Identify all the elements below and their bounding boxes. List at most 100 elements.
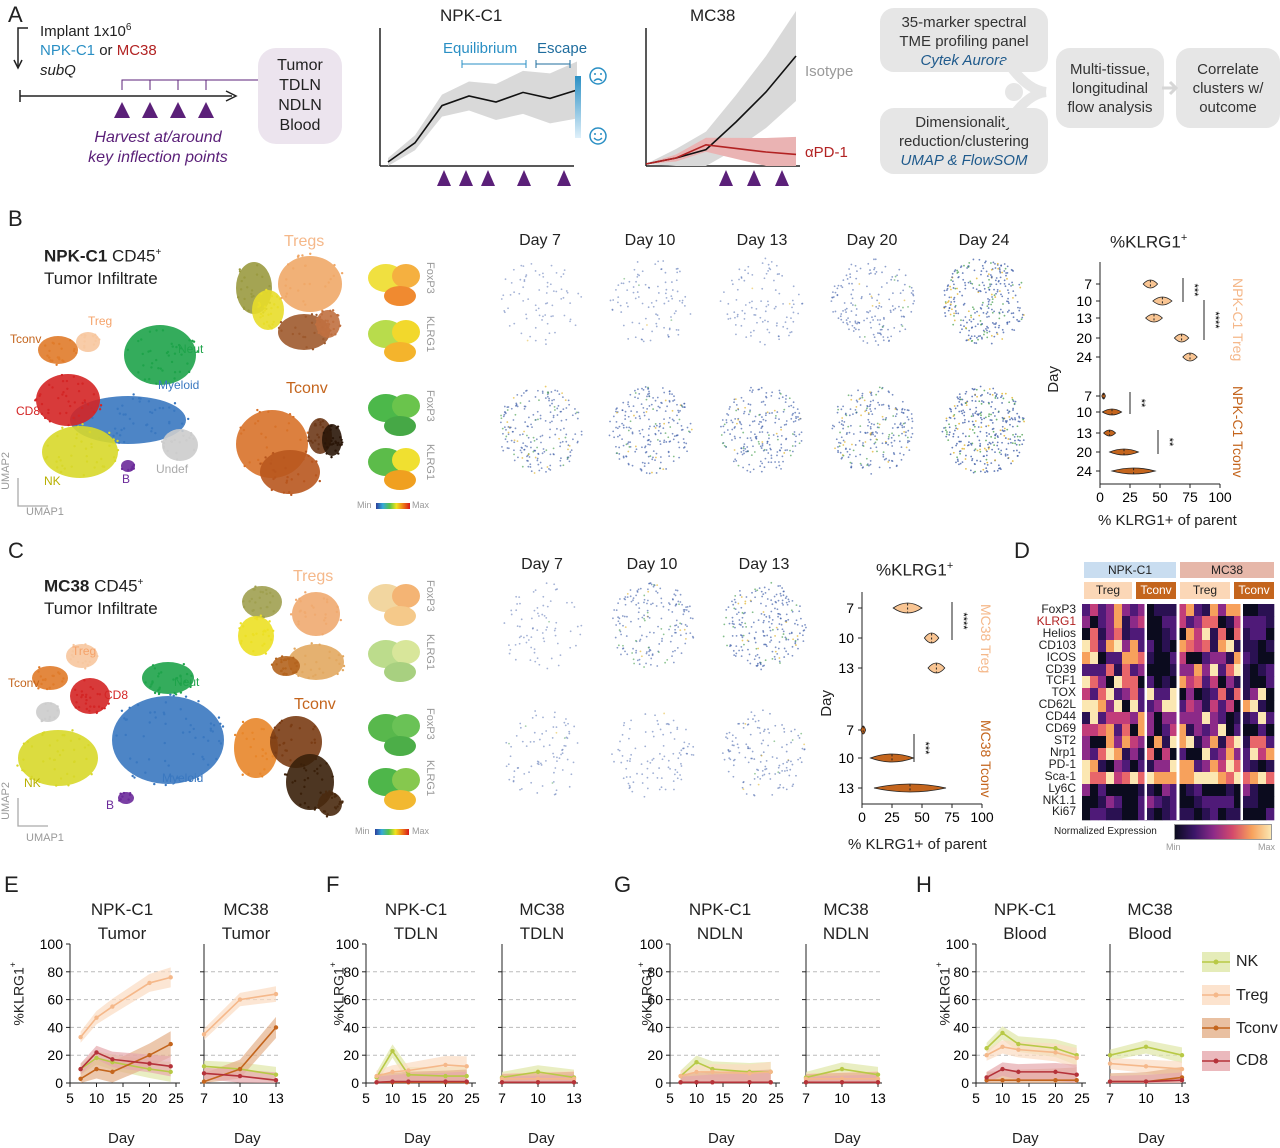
b-umap1-label: UMAP1: [26, 506, 64, 518]
d-heatmap-cell: [1162, 736, 1171, 749]
npk-harvest-marker-3: [517, 170, 531, 186]
d-heatmap-cell: [1226, 772, 1235, 785]
d-heatmap-cell: [1202, 712, 1211, 725]
c-violin-3: [860, 725, 867, 735]
d-heatmap-cell: [1162, 724, 1171, 737]
line-e-ytick-60: 60: [47, 992, 63, 1008]
d-heatmap-cell: [1130, 772, 1139, 785]
isotype-label: Isotype: [805, 63, 854, 80]
b-ytick-1: 10: [1076, 293, 1092, 309]
d-heatmap-cell: [1082, 676, 1091, 689]
d-heatmap-cell: [1114, 676, 1123, 689]
d-heatmap-cell: [1194, 784, 1203, 797]
d-heatmap-cell: [1146, 616, 1155, 629]
b-blob-neut: [124, 325, 199, 385]
d-heatmap-cell: [1178, 628, 1187, 641]
d-heatmap-cell: [1146, 736, 1155, 749]
d-legend-scale: [1174, 824, 1272, 840]
d-heatmap-cell: [1194, 640, 1203, 653]
d-heatmap-cell: [1258, 640, 1267, 653]
line-h-ytick-100: 100: [946, 936, 970, 952]
d-heatmap-cell: [1202, 700, 1211, 713]
mc38-harvest-marker-0: [719, 170, 733, 186]
d-heatmap-cell: [1258, 700, 1267, 713]
line-g-left-treg-point: [694, 1069, 699, 1075]
line-g-right-cd8-point: [839, 1080, 845, 1085]
line-h-left-cd8-point: [1074, 1072, 1079, 1077]
d-heatmap-cell: [1138, 628, 1147, 641]
line-e-right-xtick-13: 13: [268, 1090, 284, 1106]
d-heatmap-cell: [1122, 724, 1131, 737]
d-heatmap-cell: [1082, 700, 1091, 713]
d-heatmap-cell: [1154, 736, 1163, 749]
d-heatmap-cell: [1090, 640, 1099, 653]
d-heatmap-cell: [1146, 688, 1155, 701]
d-heatmap-cell: [1114, 604, 1123, 617]
b-ytick-5: 7: [1084, 388, 1092, 404]
d-heatmap-cell: [1234, 688, 1243, 701]
d-heatmap-cell: [1266, 796, 1275, 809]
d-heatmap-cell: [1130, 676, 1139, 689]
d-heatmap-cell: [1202, 784, 1211, 797]
d-heatmap-cell: [1226, 700, 1235, 713]
d-marker-sca1: Sca-1: [1044, 768, 1076, 783]
b-cluster-tconv: Tconv: [10, 332, 42, 346]
d-heatmap-cell: [1154, 760, 1163, 773]
d-heatmap-cell: [1098, 784, 1107, 797]
b-ytick-0: 7: [1084, 276, 1092, 292]
c-violin-xlabel: % KLRG1+ of parent: [848, 836, 987, 853]
c-color-scale: [375, 829, 409, 835]
line-h-left-xtick-10: 10: [995, 1090, 1011, 1106]
c-violin-title: %KLRG1+: [876, 560, 954, 580]
d-heatmap-cell: [1202, 616, 1211, 629]
line-e-right-tconv-point: [201, 1079, 207, 1084]
d-heatmap-cell: [1234, 748, 1243, 761]
workflow-box-umap: Dimensionality reduction/clustering UMAP &…: [880, 108, 1048, 174]
d-heatmap-cell: [1114, 724, 1123, 737]
line-g-left-xtick-20: 20: [742, 1090, 758, 1106]
d-heatmap-cell: [1082, 652, 1091, 665]
line-g-right-nk-point: [839, 1066, 845, 1072]
d-heatmap-cell: [1242, 724, 1251, 737]
d-heatmap-cell: [1210, 772, 1219, 785]
d-heatmap-cell: [1178, 664, 1187, 677]
d-heatmap-cell: [1154, 616, 1163, 629]
d-heatmap-cell: [1138, 652, 1147, 665]
d-heatmap-cell: [1226, 604, 1235, 617]
d-heatmap-cell: [1194, 760, 1203, 773]
d-heatmap-cell: [1218, 796, 1227, 809]
d-heatmap-cell: [1194, 628, 1203, 641]
d-heatmap-cell: [1218, 760, 1227, 773]
c-marker-mini-umaps: [368, 584, 420, 810]
d-heatmap-cell: [1090, 760, 1099, 773]
line-h-left-tconv-point: [1053, 1078, 1058, 1083]
line-e-left-treg-point: [168, 975, 173, 980]
c-tconv-title: Tconv: [294, 696, 336, 713]
line-h-left-cd8-point: [1016, 1069, 1021, 1075]
d-heatmap-cell: [1106, 784, 1115, 797]
line-h-right-cd8-point: [1107, 1079, 1113, 1084]
b-blob-treg: [76, 332, 101, 352]
d-heatmap-cell: [1210, 808, 1219, 821]
b-density-top-4: [943, 258, 1025, 345]
d-heatmap-cell: [1258, 772, 1267, 785]
d-heatmap-cell: [1250, 712, 1259, 725]
d-heatmap-cell: [1258, 724, 1267, 737]
line-f-left-treg-point: [406, 1068, 411, 1073]
d-heatmap-cell: [1210, 664, 1219, 677]
d-heatmap-cell: [1162, 640, 1171, 653]
line-e-left-cd8-point: [147, 1061, 152, 1066]
line-f-left-cd8-point: [374, 1080, 379, 1085]
d-heatmap-cell: [1146, 676, 1155, 689]
d-heatmap-cell: [1202, 688, 1211, 701]
line-e-ytick-20: 20: [47, 1047, 63, 1063]
c-density-top-2: [722, 581, 807, 671]
b-xtick-1: 25: [1122, 489, 1138, 505]
d-heatmap-cell: [1130, 784, 1139, 797]
npk-growth-title: NPK-C1: [440, 6, 503, 25]
d-heatmap-cell: [1266, 724, 1275, 737]
npk-growth-band: [388, 61, 577, 166]
d-heatmap-cell: [1162, 616, 1171, 629]
d-heatmap-cell: [1130, 736, 1139, 749]
b-day10-title: Day 10: [624, 232, 676, 249]
